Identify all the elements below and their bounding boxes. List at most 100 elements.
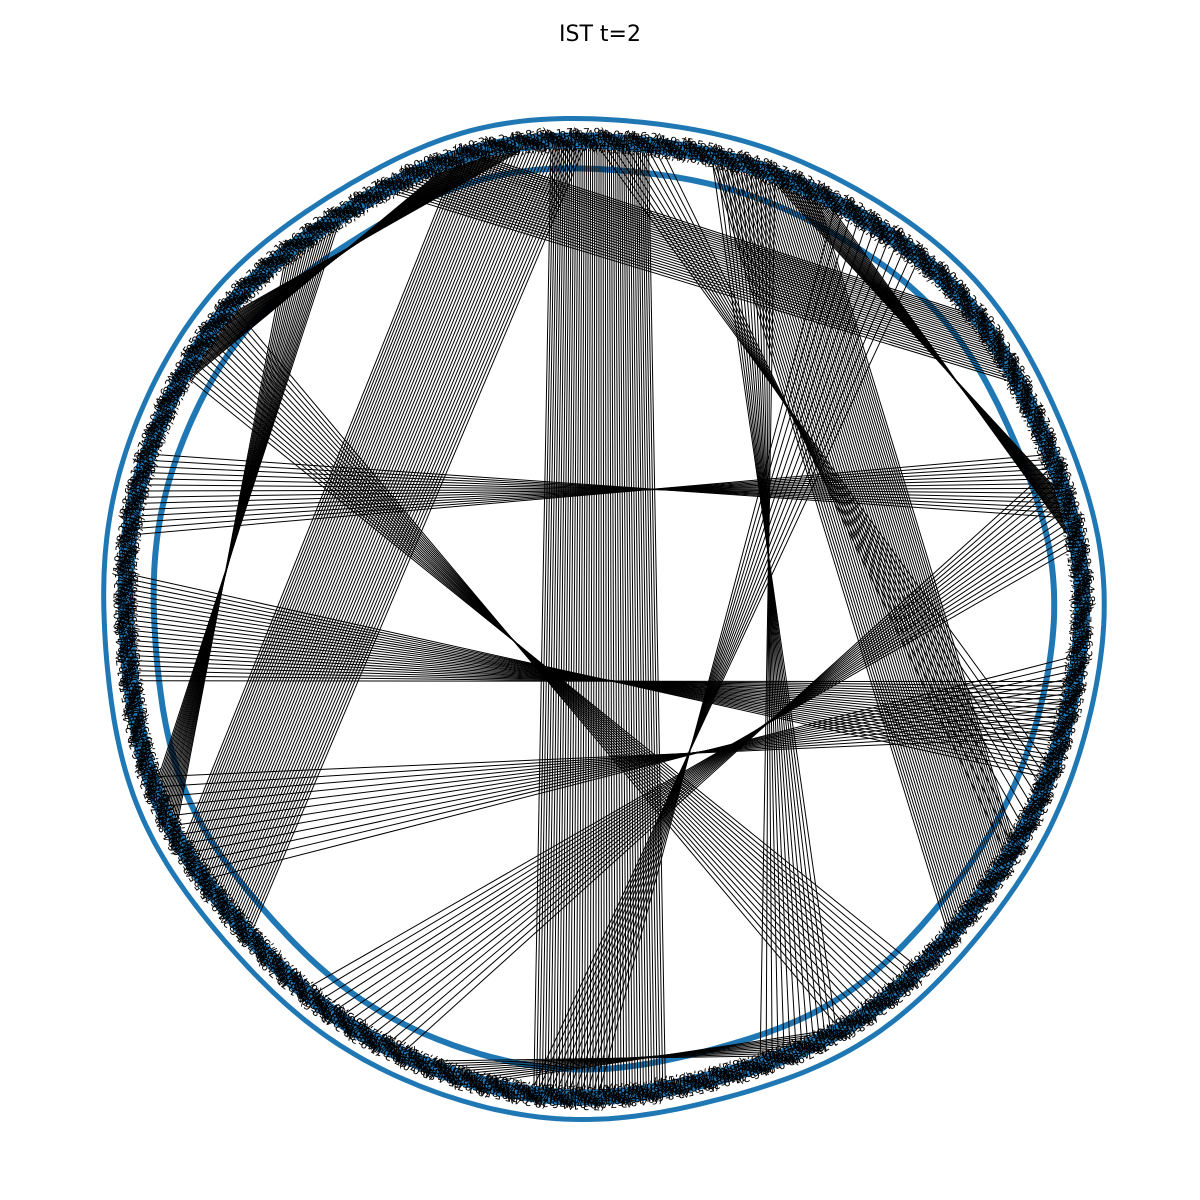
node <box>1056 466 1065 474</box>
edge <box>715 164 949 926</box>
edge <box>206 350 885 991</box>
edge <box>621 150 1035 792</box>
edge <box>648 153 666 1081</box>
node <box>158 814 167 823</box>
node <box>599 133 608 142</box>
edge <box>232 314 842 1021</box>
edge <box>165 722 1058 797</box>
edge <box>533 265 917 1087</box>
edge <box>174 708 1061 816</box>
edge <box>177 265 285 823</box>
edge <box>773 182 986 878</box>
edge <box>599 210 835 1090</box>
edge <box>637 152 653 1084</box>
edge <box>190 162 468 847</box>
node <box>265 959 274 968</box>
node <box>930 261 939 270</box>
node <box>449 150 458 159</box>
edge <box>407 470 1049 1049</box>
node <box>538 133 547 142</box>
node <box>122 668 130 677</box>
edge <box>567 148 577 1090</box>
plot-title: IST t=2 <box>559 22 641 47</box>
edge <box>338 524 1065 1009</box>
edge <box>245 148 571 920</box>
node <box>1045 437 1054 446</box>
edge <box>639 152 655 1083</box>
edge <box>717 165 951 924</box>
edge <box>194 369 905 974</box>
edge <box>615 150 622 1088</box>
edge <box>200 359 895 983</box>
edge <box>375 494 1057 1033</box>
edge <box>391 482 1053 1041</box>
edge <box>345 518 1064 1014</box>
edge <box>192 373 909 969</box>
edge <box>717 165 831 1027</box>
node <box>478 142 487 151</box>
node <box>990 329 999 338</box>
edge <box>547 148 562 1088</box>
edge <box>593 215 843 1090</box>
edge <box>604 149 608 1089</box>
edge-layer <box>133 148 1071 1090</box>
node <box>309 1000 318 1009</box>
edge <box>545 254 903 1088</box>
node <box>188 866 197 875</box>
edge <box>721 166 825 1030</box>
edge <box>140 468 1048 517</box>
node <box>244 277 253 285</box>
edge <box>621 150 630 1087</box>
edge <box>765 181 771 1055</box>
edge <box>352 512 1062 1019</box>
edge <box>575 228 866 1090</box>
edge <box>317 543 1069 993</box>
edge <box>765 179 773 1053</box>
edge <box>795 191 999 858</box>
edge <box>138 459 1044 529</box>
node <box>119 638 128 647</box>
node-layer <box>117 132 1090 1106</box>
edge <box>158 736 1053 778</box>
edge <box>436 173 989 347</box>
edge <box>539 148 556 1087</box>
node <box>158 402 167 411</box>
node <box>146 786 155 795</box>
node <box>147 430 155 439</box>
node <box>117 578 126 587</box>
edge <box>215 151 517 884</box>
node <box>341 204 350 212</box>
edge <box>197 364 900 978</box>
edge <box>613 149 619 1088</box>
edge <box>587 219 850 1090</box>
edge <box>425 177 994 356</box>
edge <box>581 148 587 1090</box>
edge <box>237 148 558 911</box>
edge <box>221 150 527 891</box>
edge <box>195 159 478 855</box>
edge <box>768 180 983 882</box>
edge <box>209 345 880 995</box>
node <box>881 224 890 233</box>
node-ring-band <box>150 165 1058 1073</box>
edge <box>664 155 1005 850</box>
node <box>359 1034 368 1043</box>
node <box>421 161 430 170</box>
node <box>1033 409 1042 418</box>
edge <box>557 243 888 1089</box>
edge <box>137 454 1043 535</box>
edge <box>226 149 538 897</box>
edge <box>533 148 552 1087</box>
edge <box>642 152 658 1083</box>
node <box>172 841 181 849</box>
edge <box>555 148 569 1089</box>
edge <box>162 729 1056 787</box>
edge <box>755 176 785 1048</box>
node <box>386 1049 395 1058</box>
edge <box>203 155 494 867</box>
edge <box>187 164 461 842</box>
node <box>775 168 784 177</box>
edge <box>586 148 592 1090</box>
edge <box>564 148 575 1090</box>
node <box>315 220 324 229</box>
